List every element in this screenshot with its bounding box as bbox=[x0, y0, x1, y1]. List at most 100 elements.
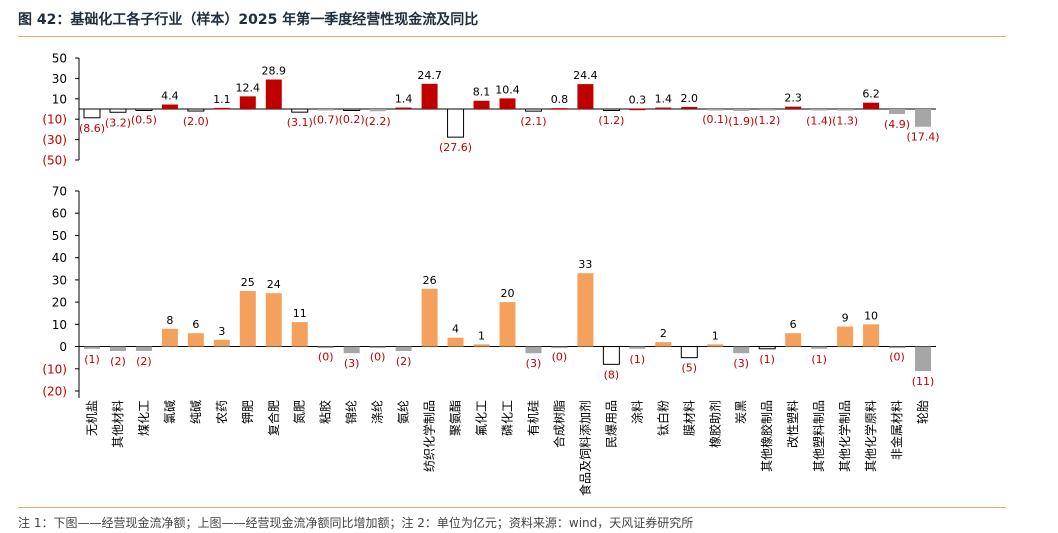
top-data-label: (8.6) bbox=[79, 122, 105, 135]
bottom-data-label: (2) bbox=[110, 355, 126, 368]
bottom-y-tick-label: 70 bbox=[52, 185, 67, 199]
bottom-y-tick-label: 0 bbox=[59, 340, 67, 354]
top-data-label: (4.9) bbox=[884, 118, 910, 131]
bottom-bar bbox=[421, 288, 438, 347]
figure-note: 注 1：下图——经营现金流净额；上图——经营现金流净额同比增加额；注 2：单位为… bbox=[18, 516, 694, 530]
top-bar bbox=[187, 108, 205, 112]
category-label: 其他化学原料 bbox=[863, 400, 878, 472]
category-label: 涂料 bbox=[629, 400, 644, 424]
top-chart-yoy-change: 50 30 10 (10) (30) (50) (8.6) (3.2) (0.5) 4.4 (2.0… bbox=[42, 52, 939, 168]
top-data-label: 1.1 bbox=[213, 93, 231, 106]
category-label: 复合肥 bbox=[266, 400, 281, 436]
top-bar bbox=[83, 108, 101, 119]
bottom-bar bbox=[473, 344, 490, 347]
top-data-label: 28.9 bbox=[262, 65, 287, 78]
bottom-bar bbox=[707, 344, 724, 347]
top-bar bbox=[577, 84, 594, 109]
category-label: 膜材料 bbox=[682, 400, 696, 436]
top-data-label: (1.3) bbox=[832, 114, 858, 127]
bottom-y-tick-label: 60 bbox=[52, 207, 67, 221]
category-label: 食品及饲料添加剂 bbox=[577, 400, 592, 496]
bottom-bar bbox=[161, 328, 178, 347]
top-bar bbox=[421, 83, 438, 109]
category-label: 合成树脂 bbox=[551, 400, 566, 448]
bottom-bar bbox=[447, 337, 464, 347]
bottom-bar bbox=[213, 339, 230, 347]
bottom-bar bbox=[733, 346, 750, 354]
category-label: 锦纶 bbox=[345, 400, 359, 424]
top-bar bbox=[655, 107, 672, 110]
top-data-label: 1.4 bbox=[395, 93, 413, 106]
bottom-y-tick-label: 20 bbox=[52, 296, 67, 310]
top-data-label: 2.0 bbox=[681, 92, 699, 105]
bottom-data-label: (3) bbox=[344, 357, 360, 370]
top-data-label: (0.1) bbox=[702, 113, 728, 126]
top-bar bbox=[109, 108, 127, 113]
bottom-data-label: 3 bbox=[218, 325, 225, 338]
bottom-bar bbox=[863, 324, 880, 347]
category-label: 有机硅 bbox=[526, 400, 540, 436]
bottom-data-label: 11 bbox=[293, 307, 307, 320]
bottom-data-label: (3) bbox=[526, 357, 542, 370]
category-label: 磷化工 bbox=[500, 400, 515, 436]
bottom-bar bbox=[369, 346, 386, 349]
top-bar bbox=[213, 107, 230, 110]
bottom-bar bbox=[811, 346, 828, 349]
bottom-bar bbox=[915, 346, 932, 371]
top-data-label: 6.2 bbox=[862, 88, 880, 101]
category-label: 纯碱 bbox=[189, 400, 203, 424]
bottom-bar bbox=[239, 291, 256, 347]
bottom-bar bbox=[758, 346, 776, 350]
bottom-bar bbox=[889, 346, 906, 349]
top-y-tick-label: 50 bbox=[52, 52, 67, 66]
top-bar bbox=[863, 102, 880, 109]
category-label: 纺织化学制品 bbox=[422, 400, 437, 472]
top-data-label: (1.4) bbox=[806, 114, 832, 127]
bottom-y-tick-label: 40 bbox=[52, 251, 67, 265]
category-label: 其他塑料制品 bbox=[811, 400, 826, 472]
bottom-data-label: 1 bbox=[712, 329, 719, 342]
bottom-bar bbox=[785, 333, 802, 347]
top-bar bbox=[369, 109, 386, 112]
top-data-label: 1.4 bbox=[655, 93, 673, 106]
bottom-data-label: (0) bbox=[318, 351, 334, 364]
bottom-bar bbox=[291, 322, 308, 347]
top-bar bbox=[473, 100, 490, 109]
bottom-data-label: 6 bbox=[192, 318, 199, 331]
note-divider bbox=[18, 507, 1006, 508]
bottom-y-tick-label: 10 bbox=[52, 318, 67, 332]
top-y-tick-label: (50) bbox=[42, 154, 67, 168]
top-data-label: (3.1) bbox=[287, 116, 313, 129]
bottom-data-label: 26 bbox=[423, 274, 437, 287]
bottom-bar bbox=[83, 346, 100, 349]
top-bar bbox=[915, 109, 932, 127]
category-label: 其他橡胶制品 bbox=[759, 400, 774, 472]
category-label: 氮肥 bbox=[292, 400, 307, 424]
bottom-bar bbox=[109, 346, 126, 351]
top-y-tick-label: 10 bbox=[52, 92, 67, 106]
title-divider bbox=[18, 36, 1006, 37]
top-bar bbox=[837, 109, 854, 111]
top-data-label: (0.2) bbox=[339, 113, 365, 126]
bottom-data-label: 8 bbox=[166, 314, 173, 327]
top-bar bbox=[707, 109, 724, 111]
bottom-data-label: 24 bbox=[267, 278, 281, 291]
category-label: 其他化学制品 bbox=[837, 400, 852, 472]
top-data-label: (2.0) bbox=[183, 115, 209, 128]
top-bar bbox=[785, 106, 802, 109]
bottom-bar bbox=[837, 326, 854, 347]
top-data-label: (1.9) bbox=[728, 115, 754, 128]
category-label: 农药 bbox=[215, 400, 229, 424]
top-bar bbox=[239, 96, 256, 109]
top-data-label: (3.2) bbox=[105, 116, 131, 129]
category-label: 钾肥 bbox=[241, 400, 255, 424]
bottom-data-label: 10 bbox=[864, 309, 878, 322]
top-bar bbox=[629, 108, 646, 111]
category-label: 其他材料 bbox=[111, 400, 125, 448]
bottom-bar bbox=[499, 302, 516, 347]
top-data-label: 0.8 bbox=[551, 93, 569, 106]
top-bar bbox=[317, 109, 334, 111]
top-data-label: (27.6) bbox=[439, 141, 472, 154]
top-y-tick-label: (10) bbox=[42, 113, 67, 127]
